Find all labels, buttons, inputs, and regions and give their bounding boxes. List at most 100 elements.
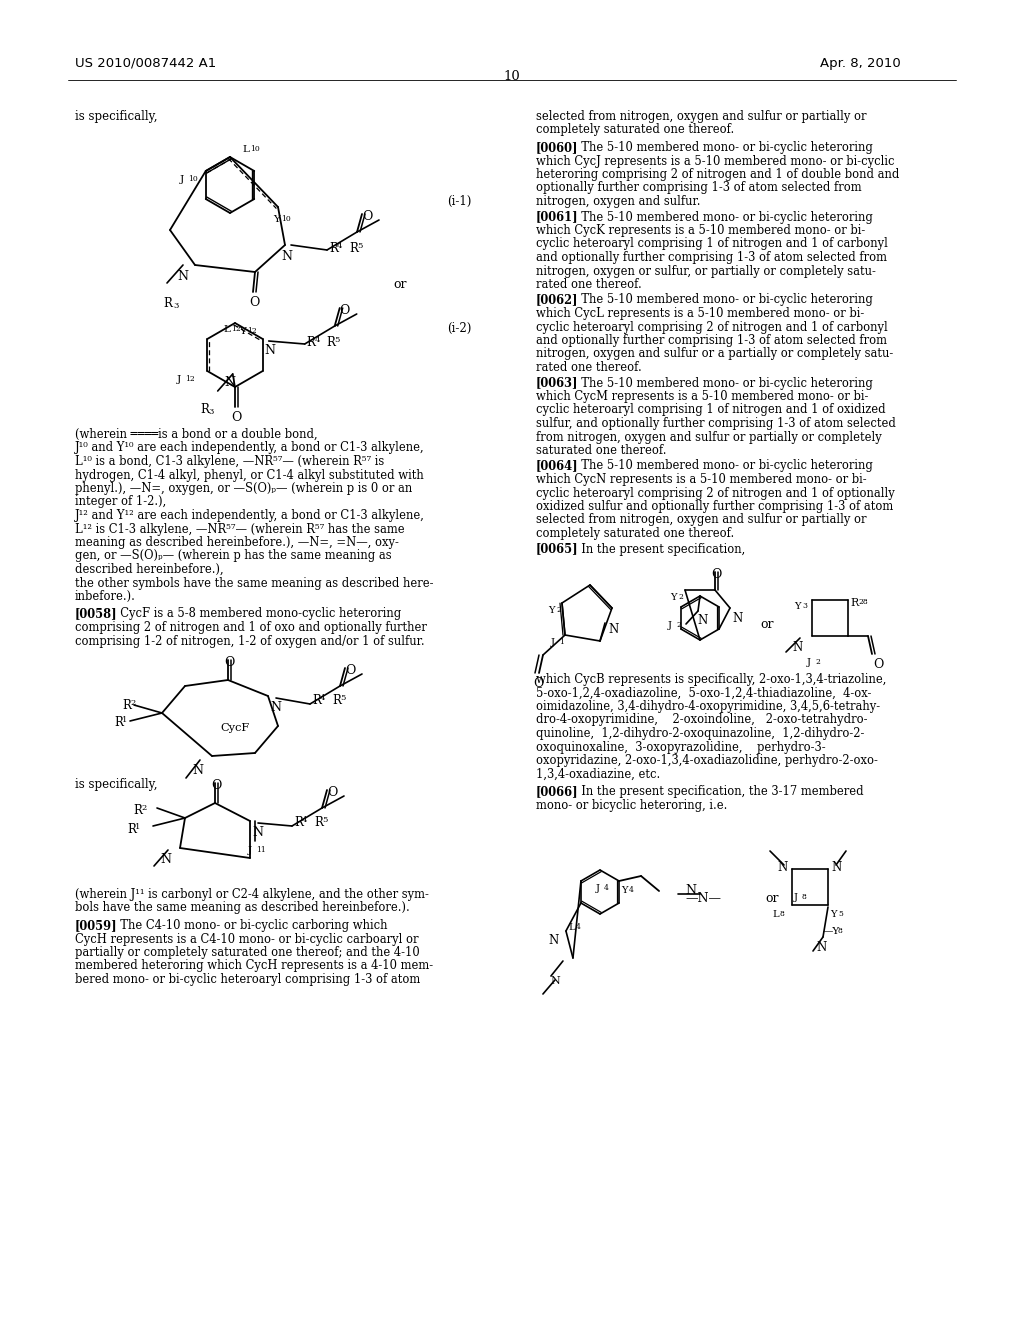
Text: N: N	[281, 249, 292, 263]
Text: The 5-10 membered mono- or bi-cyclic heteroring: The 5-10 membered mono- or bi-cyclic het…	[574, 459, 872, 473]
Text: nitrogen, oxygen or sulfur, or partially or completely satu-: nitrogen, oxygen or sulfur, or partially…	[536, 264, 876, 277]
Text: Y: Y	[239, 327, 246, 337]
Text: 11: 11	[256, 846, 266, 854]
Text: 10: 10	[281, 215, 291, 223]
Text: selected from nitrogen, oxygen and sulfur or partially or: selected from nitrogen, oxygen and sulfu…	[536, 513, 866, 527]
Text: 10: 10	[187, 176, 198, 183]
Text: Y: Y	[273, 215, 280, 224]
Text: L: L	[223, 325, 230, 334]
Text: 4: 4	[629, 886, 634, 894]
Text: [0059]: [0059]	[75, 919, 118, 932]
Text: J: J	[668, 620, 672, 630]
Text: N: N	[792, 642, 802, 653]
Text: [0061]: [0061]	[536, 210, 579, 223]
Text: Y: Y	[830, 909, 837, 919]
Text: or: or	[760, 618, 773, 631]
Text: the other symbols have the same meaning as described here-: the other symbols have the same meaning …	[75, 577, 433, 590]
Text: US 2010/0087442 A1: US 2010/0087442 A1	[75, 57, 216, 70]
Text: [0058]: [0058]	[75, 607, 118, 620]
Text: R: R	[314, 816, 323, 829]
Text: 2: 2	[556, 606, 561, 614]
Text: 5: 5	[335, 337, 340, 345]
Text: CycF: CycF	[220, 723, 249, 733]
Text: inbefore.).: inbefore.).	[75, 590, 136, 603]
Text: 1: 1	[122, 715, 127, 723]
Text: mono- or bicyclic heteroring, i.e.: mono- or bicyclic heteroring, i.e.	[536, 799, 727, 812]
Text: 5: 5	[322, 816, 328, 824]
Text: N: N	[224, 376, 236, 389]
Text: 1,3,4-oxadiazine, etc.: 1,3,4-oxadiazine, etc.	[536, 767, 660, 780]
Text: heteroring comprising 2 of nitrogen and 1 of double bond and: heteroring comprising 2 of nitrogen and …	[536, 168, 899, 181]
Text: cyclic heteroaryl comprising 1 of nitrogen and 1 of carbonyl: cyclic heteroaryl comprising 1 of nitrog…	[536, 238, 888, 251]
Text: R: R	[114, 715, 123, 729]
Text: gen, or —S(O)ₚ— (wherein p has the same meaning as: gen, or —S(O)ₚ— (wherein p has the same …	[75, 549, 391, 562]
Text: 8: 8	[838, 927, 843, 935]
Text: phenyl.), —N=, oxygen, or —S(O)ₚ— (wherein p is 0 or an: phenyl.), —N=, oxygen, or —S(O)ₚ— (where…	[75, 482, 413, 495]
Text: R: R	[163, 297, 172, 310]
Text: cyclic heteroaryl comprising 2 of nitrogen and 1 of carbonyl: cyclic heteroaryl comprising 2 of nitrog…	[536, 321, 888, 334]
Text: J: J	[248, 846, 252, 855]
Text: N: N	[160, 853, 171, 866]
Text: nitrogen, oxygen and sulfur.: nitrogen, oxygen and sulfur.	[536, 195, 700, 209]
Text: 2: 2	[678, 593, 683, 601]
Text: 5: 5	[838, 909, 843, 917]
Text: L¹⁰ is a bond, C1-3 alkylene, —NR⁵⁷— (wherein R⁵⁷ is: L¹⁰ is a bond, C1-3 alkylene, —NR⁵⁷— (wh…	[75, 455, 384, 469]
Text: R: R	[332, 694, 341, 708]
Text: J: J	[807, 657, 811, 667]
Text: cyclic heteroaryl comprising 2 of nitrogen and 1 of optionally: cyclic heteroaryl comprising 2 of nitrog…	[536, 487, 895, 499]
Text: CycH represents is a C4-10 mono- or bi-cyclic carboaryl or: CycH represents is a C4-10 mono- or bi-c…	[75, 932, 419, 945]
Text: J: J	[794, 894, 798, 902]
Text: is specifically,: is specifically,	[75, 777, 158, 791]
Text: 4: 4	[302, 816, 307, 824]
Text: partially or completely saturated one thereof; and the 4-10: partially or completely saturated one th…	[75, 946, 420, 960]
Text: and optionally further comprising 1-3 of atom selected from: and optionally further comprising 1-3 of…	[536, 334, 887, 347]
Text: In the present specification,: In the present specification,	[574, 543, 745, 556]
Text: 8: 8	[780, 909, 784, 917]
Text: rated one thereof.: rated one thereof.	[536, 360, 642, 374]
Text: 3: 3	[173, 302, 178, 310]
Text: N: N	[777, 861, 787, 874]
Text: which CycN represents is a 5-10 membered mono- or bi-: which CycN represents is a 5-10 membered…	[536, 473, 866, 486]
Text: O: O	[340, 304, 350, 317]
Text: J: J	[180, 176, 184, 183]
Text: N: N	[732, 612, 742, 624]
Text: L: L	[772, 909, 778, 919]
Text: comprising 2 of nitrogen and 1 of oxo and optionally further: comprising 2 of nitrogen and 1 of oxo an…	[75, 620, 427, 634]
Text: hydrogen, C1-4 alkyl, phenyl, or C1-4 alkyl substituted with: hydrogen, C1-4 alkyl, phenyl, or C1-4 al…	[75, 469, 424, 482]
Text: N: N	[551, 975, 561, 986]
Text: (i-2): (i-2)	[447, 322, 471, 335]
Text: 2: 2	[676, 620, 681, 630]
Text: completely saturated one thereof.: completely saturated one thereof.	[536, 124, 734, 136]
Text: oxopyridazine, 2-oxo-1,3,4-oxadiazolidine, perhydro-2-oxo-: oxopyridazine, 2-oxo-1,3,4-oxadiazolidin…	[536, 754, 878, 767]
Text: 5: 5	[357, 242, 362, 249]
Text: nitrogen, oxygen and sulfur or a partially or completely satu-: nitrogen, oxygen and sulfur or a partial…	[536, 347, 893, 360]
Text: O: O	[362, 210, 373, 223]
Text: or: or	[393, 279, 407, 290]
Text: O: O	[534, 677, 544, 690]
Text: The C4-10 mono- or bi-cyclic carboring which: The C4-10 mono- or bi-cyclic carboring w…	[113, 919, 387, 932]
Text: J: J	[551, 638, 555, 647]
Text: 12: 12	[185, 375, 195, 383]
Text: [0062]: [0062]	[536, 293, 579, 306]
Text: 5-oxo-1,2,4-oxadiazoline,  5-oxo-1,2,4-thiadiazoline,  4-ox-: 5-oxo-1,2,4-oxadiazoline, 5-oxo-1,2,4-th…	[536, 686, 871, 700]
Text: cyclic heteroaryl comprising 1 of nitrogen and 1 of oxidized: cyclic heteroaryl comprising 1 of nitrog…	[536, 404, 886, 417]
Text: The 5-10 membered mono- or bi-cyclic heteroring: The 5-10 membered mono- or bi-cyclic het…	[574, 376, 872, 389]
Text: meaning as described hereinbefore.), —N=, =N—, oxy-: meaning as described hereinbefore.), —N=…	[75, 536, 399, 549]
Text: from nitrogen, oxygen and sulfur or partially or completely: from nitrogen, oxygen and sulfur or part…	[536, 430, 882, 444]
Text: which CycM represents is a 5-10 membered mono- or bi-: which CycM represents is a 5-10 membered…	[536, 389, 868, 403]
Text: [0066]: [0066]	[536, 785, 579, 799]
Text: —N—: —N—	[685, 892, 721, 906]
Text: O: O	[231, 411, 242, 424]
Text: O: O	[711, 568, 721, 581]
Text: (wherein J¹¹ is carbonyl or C2-4 alkylene, and the other sym-: (wherein J¹¹ is carbonyl or C2-4 alkylen…	[75, 888, 429, 902]
Text: R: R	[329, 242, 338, 255]
Text: R: R	[850, 598, 858, 609]
Text: J¹² and Y¹² are each independently, a bond or C1-3 alkylene,: J¹² and Y¹² are each independently, a bo…	[75, 510, 425, 521]
Text: 10: 10	[250, 145, 260, 153]
Text: 4: 4	[314, 337, 321, 345]
Text: 12: 12	[247, 327, 257, 335]
Text: 28: 28	[858, 598, 867, 606]
Text: N: N	[252, 826, 263, 840]
Text: [0064]: [0064]	[536, 459, 579, 473]
Text: —Y: —Y	[823, 927, 841, 936]
